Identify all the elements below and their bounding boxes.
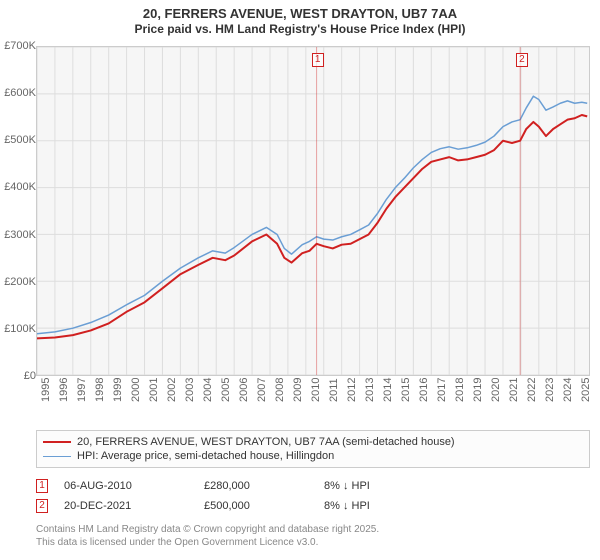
legend-row-property: 20, FERRERS AVENUE, WEST DRAYTON, UB7 7A… [43, 435, 583, 449]
x-tick-label: 1997 [76, 378, 88, 402]
data-point-price: £280,000 [204, 480, 324, 492]
x-tick-label: 1995 [40, 378, 52, 402]
chart-svg [37, 47, 589, 375]
data-point-price: £500,000 [204, 500, 324, 512]
data-point-row: 1 06-AUG-2010 £280,000 8% ↓ HPI [36, 476, 590, 496]
x-tick-label: 2021 [508, 378, 520, 402]
x-tick-label: 2004 [202, 378, 214, 402]
y-axis-labels: £0£100K£200K£300K£400K£500K£600K£700K [0, 46, 36, 376]
x-tick-label: 2020 [490, 378, 502, 402]
footer-line-1: Contains HM Land Registry data © Crown c… [36, 524, 590, 537]
x-tick-label: 2022 [526, 378, 538, 402]
footer: Contains HM Land Registry data © Crown c… [36, 524, 590, 549]
titles: 20, FERRERS AVENUE, WEST DRAYTON, UB7 7A… [0, 0, 600, 40]
x-tick-label: 2010 [310, 378, 322, 402]
x-tick-label: 1996 [58, 378, 70, 402]
x-tick-label: 2019 [472, 378, 484, 402]
x-tick-label: 2006 [238, 378, 250, 402]
data-point-row: 2 20-DEC-2021 £500,000 8% ↓ HPI [36, 496, 590, 516]
x-tick-label: 2014 [382, 378, 394, 402]
x-tick-label: 2023 [544, 378, 556, 402]
legend-label-property: 20, FERRERS AVENUE, WEST DRAYTON, UB7 7A… [77, 436, 455, 448]
y-tick-label: £200K [4, 276, 36, 288]
x-tick-label: 2012 [346, 378, 358, 402]
y-tick-label: £400K [4, 181, 36, 193]
x-tick-label: 2002 [166, 378, 178, 402]
legend-label-hpi: HPI: Average price, semi-detached house,… [77, 450, 334, 462]
x-tick-label: 2003 [184, 378, 196, 402]
x-tick-label: 2005 [220, 378, 232, 402]
x-tick-label: 2008 [274, 378, 286, 402]
footer-line-2: This data is licensed under the Open Gov… [36, 537, 590, 550]
data-point-marker: 1 [36, 479, 48, 493]
data-point-delta: 8% ↓ HPI [324, 500, 370, 512]
chart-marker: 2 [516, 53, 528, 67]
data-points: 1 06-AUG-2010 £280,000 8% ↓ HPI 2 20-DEC… [36, 476, 590, 516]
chart-area: 12 [36, 46, 590, 376]
x-tick-label: 2000 [130, 378, 142, 402]
x-tick-label: 2009 [292, 378, 304, 402]
x-tick-label: 2015 [400, 378, 412, 402]
legend-row-hpi: HPI: Average price, semi-detached house,… [43, 449, 583, 463]
y-tick-label: £300K [4, 229, 36, 241]
x-tick-label: 2007 [256, 378, 268, 402]
data-point-marker: 2 [36, 499, 48, 513]
chart-title: 20, FERRERS AVENUE, WEST DRAYTON, UB7 7A… [0, 6, 600, 21]
data-point-date: 06-AUG-2010 [64, 480, 204, 492]
x-tick-label: 2025 [580, 378, 592, 402]
x-axis-labels: 1995 1996 1997 1998 1999 2000 2001 2002 2003 2004… [36, 378, 590, 428]
x-tick-label: 2017 [436, 378, 448, 402]
x-tick-label: 2001 [148, 378, 160, 402]
y-tick-label: £500K [4, 134, 36, 146]
y-tick-label: £100K [4, 323, 36, 335]
chart-marker: 1 [312, 53, 324, 67]
data-point-delta: 8% ↓ HPI [324, 480, 370, 492]
x-tick-label: 2013 [364, 378, 376, 402]
y-tick-label: £700K [4, 40, 36, 52]
x-tick-label: 2018 [454, 378, 466, 402]
x-tick-label: 2024 [562, 378, 574, 402]
y-tick-label: £0 [24, 370, 36, 382]
x-tick-label: 1998 [94, 378, 106, 402]
chart-container: 20, FERRERS AVENUE, WEST DRAYTON, UB7 7A… [0, 0, 600, 560]
legend: 20, FERRERS AVENUE, WEST DRAYTON, UB7 7A… [36, 430, 590, 468]
x-tick-label: 2016 [418, 378, 430, 402]
data-point-date: 20-DEC-2021 [64, 500, 204, 512]
legend-swatch-hpi [43, 456, 71, 457]
x-tick-label: 2011 [328, 378, 340, 402]
chart-subtitle: Price paid vs. HM Land Registry's House … [0, 22, 600, 36]
y-tick-label: £600K [4, 87, 36, 99]
x-tick-label: 1999 [112, 378, 124, 402]
legend-swatch-property [43, 441, 71, 443]
